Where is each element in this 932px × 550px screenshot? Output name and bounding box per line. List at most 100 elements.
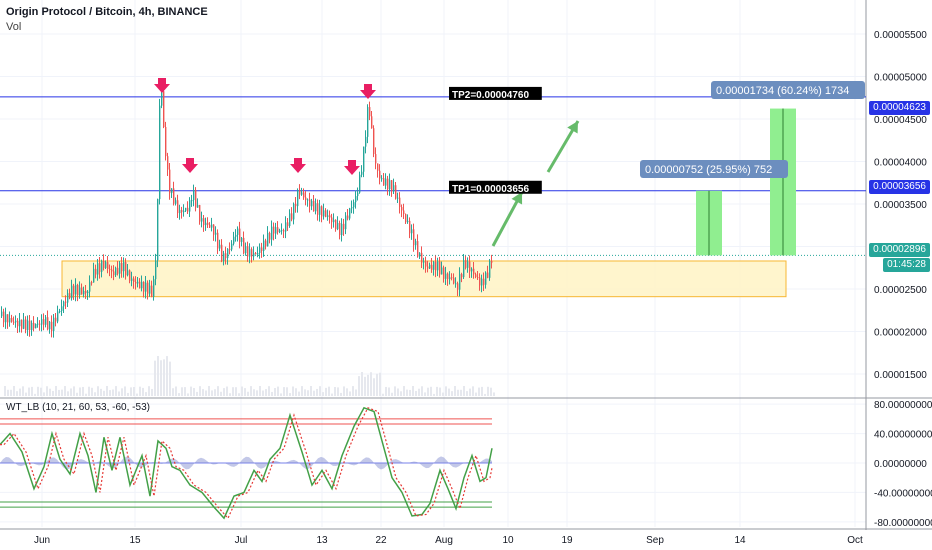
volume-bar	[208, 386, 210, 396]
volume-bar	[490, 387, 492, 396]
candle	[397, 197, 399, 199]
ind-histogram	[0, 456, 492, 470]
volume-bar	[313, 390, 315, 396]
candle	[161, 91, 163, 106]
candle	[261, 247, 263, 252]
volume-bar	[322, 392, 324, 396]
candle	[109, 268, 111, 270]
volume-bar	[448, 388, 450, 396]
volume-bar	[445, 386, 447, 396]
volume-bar	[253, 389, 255, 396]
candle	[485, 272, 487, 285]
ind-wave-red	[0, 407, 493, 520]
candle	[135, 281, 137, 284]
candle	[129, 270, 131, 281]
volume-bar	[259, 386, 261, 396]
candle	[319, 206, 321, 215]
volume-bar	[487, 386, 489, 396]
volume-bar	[325, 387, 327, 396]
volume-bar	[34, 393, 36, 396]
candle	[213, 224, 215, 235]
candle	[433, 261, 435, 270]
price-tick-0: 0.00005500	[874, 30, 927, 41]
ind-tick-1: 40.00000000	[874, 430, 932, 441]
volume-bar	[202, 389, 204, 396]
candle	[345, 215, 347, 230]
volume-bar	[184, 387, 186, 396]
candle	[197, 205, 199, 208]
candle	[175, 200, 177, 204]
candle	[371, 116, 373, 129]
candle	[337, 223, 339, 230]
volume-bar	[151, 388, 153, 396]
candle	[93, 268, 95, 283]
candle	[263, 240, 265, 252]
candle	[285, 222, 287, 232]
volume-bar	[427, 387, 429, 396]
volume-bar	[382, 393, 384, 396]
tp2-label: TP2=0.00004760	[452, 90, 529, 101]
candle	[71, 285, 73, 299]
candle	[5, 314, 7, 323]
candle	[423, 261, 425, 263]
volume-bar	[349, 391, 351, 396]
candle	[449, 277, 451, 280]
candle	[321, 206, 323, 217]
volume-bar	[484, 393, 486, 396]
candle	[455, 283, 457, 285]
volume-bar	[103, 390, 105, 396]
candle	[245, 246, 247, 254]
candle	[17, 320, 19, 327]
candle	[259, 247, 261, 253]
volume-bar	[238, 393, 240, 396]
candle	[381, 178, 383, 180]
candle	[237, 228, 239, 235]
candle	[391, 180, 393, 192]
volume-bar	[241, 386, 243, 396]
volume-bar	[439, 387, 441, 396]
candle	[489, 260, 491, 278]
volume-bar	[172, 388, 174, 396]
volume-bar	[244, 388, 246, 396]
candle	[247, 246, 249, 257]
volume-bar	[196, 391, 198, 396]
volume-bar	[169, 361, 171, 396]
volume-bar	[424, 392, 426, 396]
current-price-badge: 0.00002896	[869, 243, 930, 257]
candle	[339, 223, 341, 236]
candle	[303, 192, 305, 198]
volume-bar	[280, 393, 282, 396]
indicator-label: WT_LB (10, 21, 60, 53, -60, -53)	[6, 402, 150, 413]
volume-bar	[385, 386, 387, 396]
volume-bar	[232, 387, 234, 396]
candle	[231, 243, 233, 250]
volume-bar	[106, 386, 108, 396]
volume-bar	[451, 391, 453, 396]
ind-tick-3: -40.00000000	[874, 488, 932, 499]
price-tick-2: 0.00004500	[874, 115, 927, 126]
volume-bar	[268, 386, 270, 396]
volume-bar	[85, 393, 87, 396]
candle	[115, 267, 117, 276]
volume-bar	[19, 388, 21, 396]
volume-bar	[76, 392, 78, 396]
candle	[483, 278, 485, 285]
candle	[447, 273, 449, 280]
candle	[209, 224, 211, 228]
volume-bar	[265, 389, 267, 396]
candle	[37, 323, 39, 325]
candle	[165, 127, 167, 157]
volume-bar	[412, 386, 414, 396]
volume-bar	[472, 386, 474, 396]
candle	[153, 279, 155, 297]
candle	[361, 171, 363, 175]
candle	[401, 207, 403, 211]
volume-bar	[298, 391, 300, 396]
candle	[325, 210, 327, 217]
volume-bar	[4, 386, 6, 396]
candle	[15, 320, 17, 323]
time-tick-9: 14	[734, 535, 746, 546]
volume-bar	[142, 387, 144, 396]
candle	[43, 319, 45, 325]
